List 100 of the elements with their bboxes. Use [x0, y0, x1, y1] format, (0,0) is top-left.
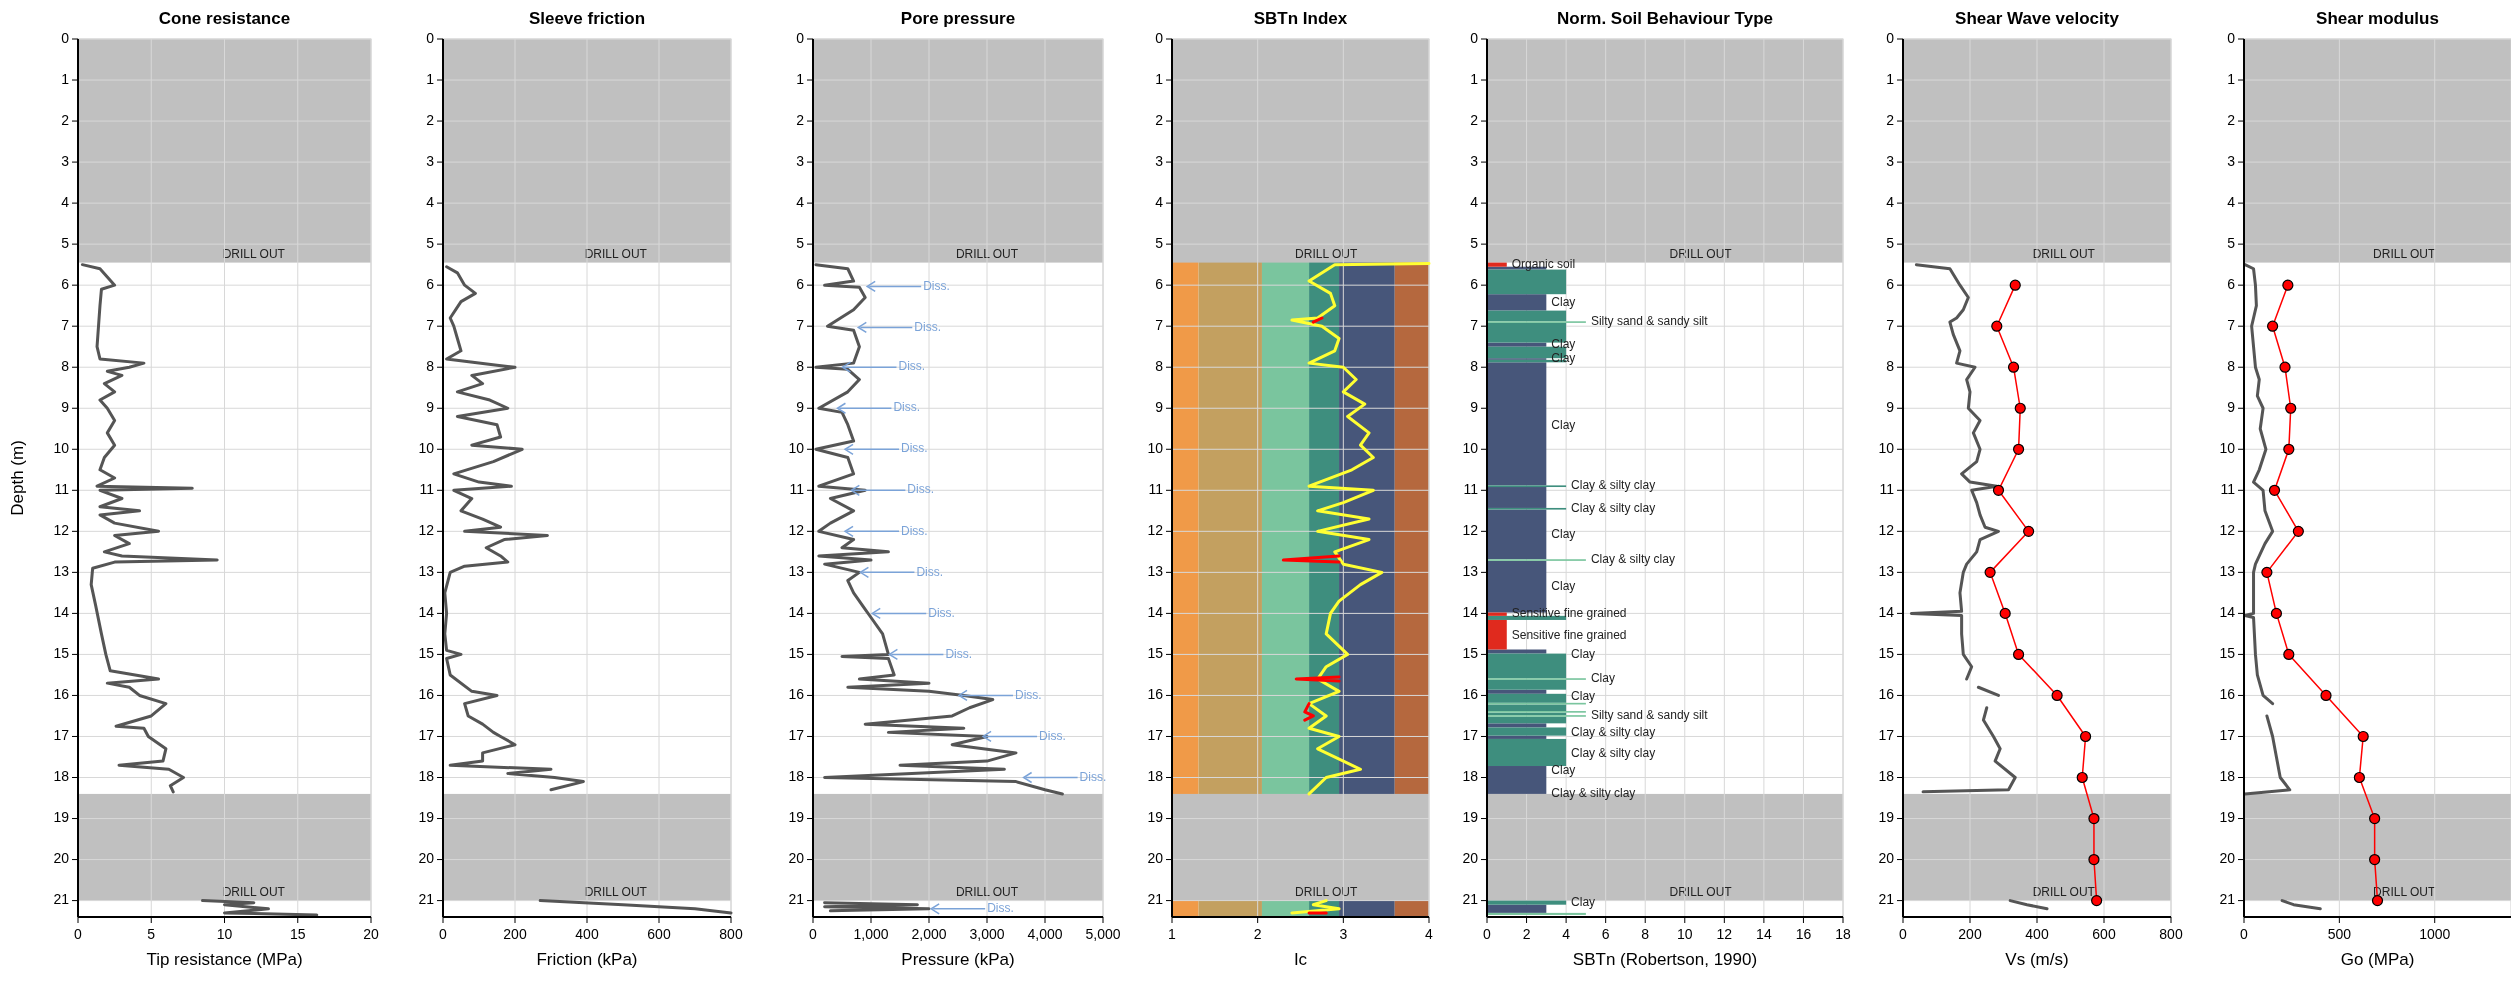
x-tick-label: 10 — [216, 926, 233, 942]
y-tick-label: 12 — [2219, 522, 2236, 539]
chart-title: Pore pressure — [900, 9, 1016, 28]
y-tick-label: 0 — [1155, 29, 1164, 46]
y-tick-label: 2 — [1155, 111, 1164, 128]
point — [1984, 566, 1996, 578]
annotation: Clay — [1551, 763, 1576, 778]
annotation: Diss. — [1039, 728, 1066, 743]
y-tick-label: 19 — [418, 809, 435, 826]
y-tick-label: 10 — [1147, 439, 1164, 456]
y-tick-label: 5 — [426, 234, 435, 251]
y-tick-label: 0 — [1470, 29, 1479, 46]
y-tick-label: 11 — [1879, 481, 1895, 498]
y-tick-label: 17 — [1878, 727, 1895, 744]
annotation: Diss. — [901, 441, 928, 456]
point — [2009, 279, 2021, 291]
point — [2091, 894, 2103, 907]
y-tick-label: 7 — [2227, 316, 2236, 333]
y-tick-label: 11 — [789, 481, 805, 498]
y-tick-label: 3 — [796, 152, 805, 169]
x-tick-label: 5 — [147, 926, 156, 942]
y-tick-label: 15 — [1147, 645, 1164, 662]
annotation: Clay & silty clay — [1571, 478, 1656, 493]
chart-title: SBTn Index — [1253, 9, 1348, 28]
y-tick-label: 1 — [1470, 70, 1479, 87]
y-tick-label: 5 — [796, 234, 805, 251]
annotation: Clay & silty clay — [1590, 552, 1675, 567]
annotation: Clay & silty clay — [1571, 500, 1656, 515]
y-tick-label: 11 — [419, 481, 435, 498]
y-tick-label: 12 — [418, 522, 435, 539]
band-label: DRILL OUT — [1295, 246, 1358, 261]
y-tick-label: 15 — [1878, 645, 1895, 662]
point — [2014, 402, 2026, 414]
x-tick-label: 18 — [1835, 926, 1851, 942]
y-tick-label: 9 — [1470, 398, 1479, 415]
x-tick-label: 14 — [1756, 926, 1772, 942]
band-label: DRILL OUT — [584, 884, 648, 899]
y-tick-label: 19 — [1878, 809, 1895, 826]
y-tick-label: 8 — [796, 357, 805, 374]
y-tick-label: 19 — [2219, 809, 2236, 826]
x-tick-label: 3,000 — [969, 926, 1005, 942]
point — [2051, 689, 2063, 702]
y-tick-label: 21 — [1462, 891, 1479, 908]
y-tick-label: 10 — [418, 439, 435, 456]
annotation: Clay — [1571, 688, 1596, 703]
y-tick-label: 3 — [1886, 152, 1895, 169]
y-tick-label: 11 — [1463, 481, 1479, 498]
y-tick-label: 2 — [426, 111, 435, 128]
x-tick-label: 0 — [1899, 926, 1908, 942]
x-tick-label: 400 — [2025, 926, 2049, 942]
x-tick-label: 1000 — [2419, 926, 2451, 942]
y-tick-label: 10 — [2219, 439, 2236, 456]
y-tick-label: 4 — [2227, 193, 2236, 210]
y-tick-label: 14 — [788, 604, 805, 621]
y-tick-label: 7 — [1886, 316, 1895, 333]
point — [2023, 525, 2035, 537]
y-tick-label: 1 — [2227, 70, 2236, 87]
y-tick-label: 1 — [426, 70, 435, 87]
y-tick-label: 13 — [53, 563, 70, 580]
y-tick-label: 5 — [1155, 234, 1164, 251]
x-tick-label: 800 — [2159, 926, 2183, 942]
y-tick-label: 18 — [1462, 768, 1479, 785]
y-tick-label: 20 — [788, 850, 805, 867]
y-tick-label: 16 — [788, 686, 805, 703]
y-tick-label: 13 — [1878, 563, 1895, 580]
annotation: Diss. — [893, 400, 921, 415]
y-tick-label: 7 — [61, 316, 70, 333]
x-tick-label: 600 — [647, 926, 671, 942]
y-tick-label: 1 — [1155, 70, 1164, 87]
y-tick-label: 2 — [796, 111, 805, 128]
y-tick-label: 8 — [426, 357, 435, 374]
x-tick-label: 12 — [1716, 926, 1733, 942]
point — [2268, 484, 2281, 496]
y-tick-label: 3 — [426, 152, 435, 169]
x-tick-label: 10 — [1676, 926, 1693, 942]
point — [2353, 771, 2365, 784]
y-tick-label: 7 — [1155, 316, 1164, 333]
y-tick-label: 0 — [61, 29, 70, 46]
y-tick-label: 14 — [418, 604, 435, 621]
y-tick-label: 2 — [1470, 111, 1479, 128]
y-tick-label: 0 — [796, 29, 805, 46]
bar — [1487, 912, 1586, 915]
y-tick-label: 16 — [1878, 686, 1895, 703]
y-tick-label: 5 — [2227, 234, 2236, 251]
x-tick-label: 5,000 — [1085, 926, 1121, 942]
y-tick-label: 19 — [1462, 809, 1479, 826]
y-tick-label: 1 — [796, 70, 805, 87]
y-tick-label: 10 — [1878, 439, 1895, 456]
bar — [1487, 679, 1567, 690]
y-tick-label: 10 — [788, 439, 805, 456]
y-tick-label: 16 — [2219, 686, 2236, 703]
x-tick-label: 8 — [1641, 926, 1650, 942]
y-tick-label: 7 — [1470, 316, 1479, 333]
y-tick-label: 1 — [1886, 70, 1895, 87]
annotation: Clay — [1551, 295, 1576, 310]
x-axis-title: Go (MPa) — [2340, 950, 2415, 969]
y-tick-label: 17 — [1147, 727, 1164, 744]
y-tick-label: 18 — [788, 768, 805, 785]
x-tick-label: 4,000 — [1027, 926, 1063, 942]
annotation: Silty sand & sandy silt — [1590, 314, 1709, 329]
